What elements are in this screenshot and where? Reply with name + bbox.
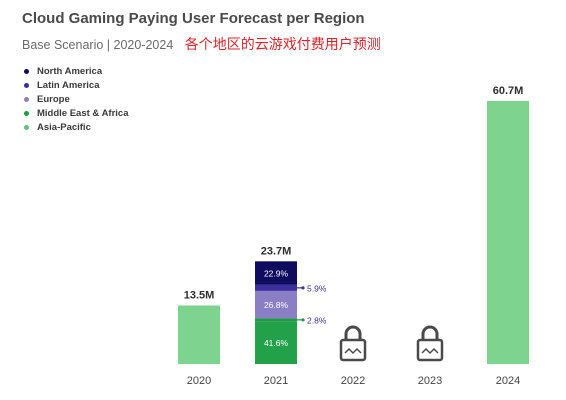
- legend-label: Latin America: [37, 79, 100, 91]
- subtitle-row: Base Scenario | 2020-2024 各个地区的云游戏付费用户预测: [22, 34, 381, 54]
- legend-swatch: [24, 110, 29, 116]
- stacked-bar-segment: [255, 321, 297, 364]
- legend-label: Europe: [37, 93, 70, 105]
- stacked-bar-segment: [255, 284, 297, 291]
- legend-item: North America: [24, 64, 129, 78]
- x-tick-label: 2021: [264, 375, 288, 387]
- segment-label: 26.8%: [264, 300, 289, 310]
- segment-label: 41.6%: [264, 338, 289, 348]
- legend-swatch: [24, 68, 29, 74]
- legend-swatch: [24, 124, 29, 130]
- segment-leader-dot: [301, 318, 305, 322]
- bar-total-label: 23.7M: [261, 245, 292, 257]
- lock-icon: [416, 325, 444, 362]
- x-tick-label: 2022: [341, 375, 365, 387]
- chart-title: Cloud Gaming Paying User Forecast per Re…: [22, 10, 365, 27]
- segment-label: 5.9%: [307, 283, 327, 293]
- stacked-bar-segment: [255, 261, 297, 285]
- stacked-bar-segment: [255, 290, 297, 319]
- stacked-bar-segment: [255, 318, 297, 322]
- x-tick-label: 2023: [418, 375, 442, 387]
- bar: [178, 305, 220, 364]
- legend-swatch: [24, 82, 29, 88]
- legend-label: North America: [37, 65, 103, 77]
- lock-icon: [339, 325, 367, 362]
- segment-leader-dot: [301, 286, 305, 290]
- legend-item: Asia-Pacific: [24, 120, 129, 134]
- bar-total-label: 13.5M: [184, 290, 215, 302]
- chart-subtitle: Base Scenario | 2020-2024: [22, 38, 174, 52]
- bar: [487, 101, 529, 364]
- legend-label: Middle East & Africa: [37, 107, 129, 119]
- segment-label: 2.8%: [307, 315, 327, 325]
- legend-item: Europe: [24, 92, 129, 106]
- legend-swatch: [24, 96, 29, 102]
- legend-label: Asia-Pacific: [37, 121, 91, 133]
- legend-item: Latin America: [24, 78, 129, 92]
- x-tick-label: 2024: [496, 375, 520, 387]
- bar-total-label: 60.7M: [493, 85, 524, 97]
- x-tick-label: 2020: [187, 375, 211, 387]
- legend-item: Middle East & Africa: [24, 106, 129, 120]
- chinese-annotation: 各个地区的云游戏付费用户预测: [184, 36, 381, 52]
- segment-label: 22.9%: [264, 269, 289, 279]
- chart-legend: North America Latin America Europe Middle E…: [24, 64, 129, 134]
